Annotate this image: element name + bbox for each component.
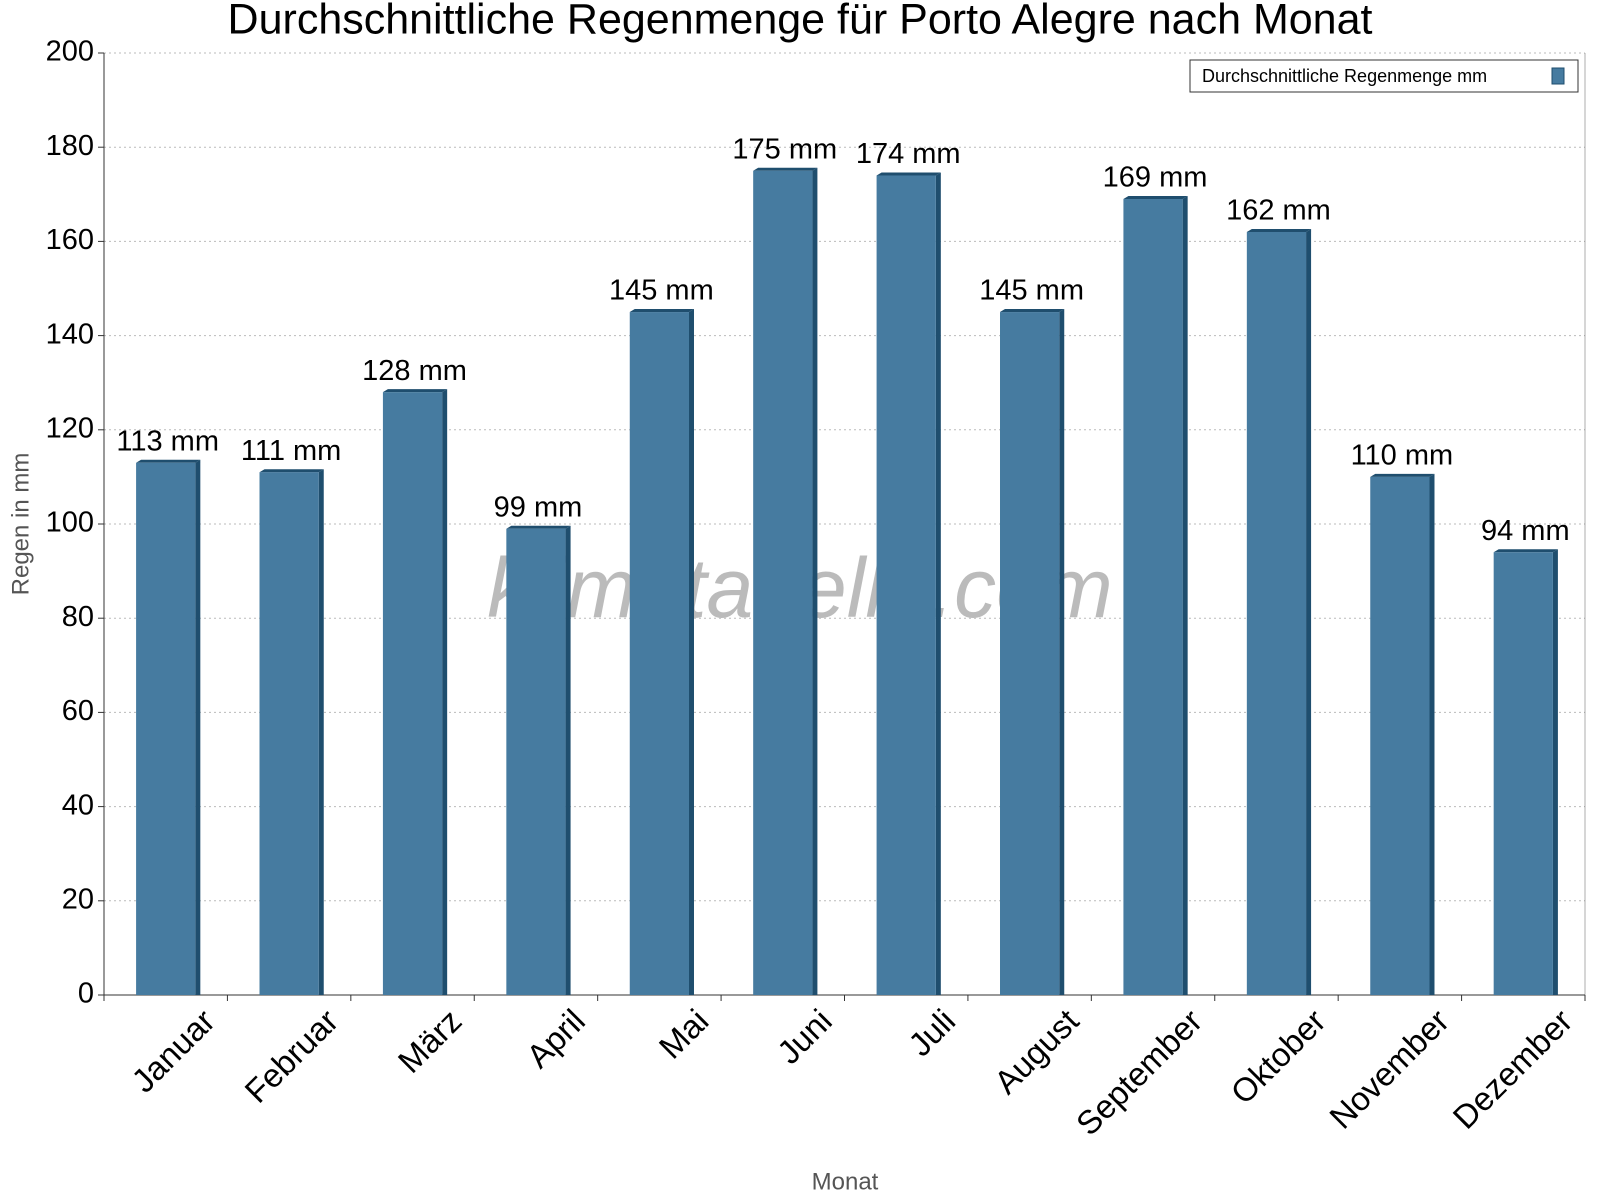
x-tick-label: Mai: [652, 1002, 716, 1066]
data-label: 174 mm: [856, 138, 961, 170]
x-tick-label: Juli: [901, 1002, 962, 1063]
chart-title: Durchschnittliche Regenmenge für Porto A…: [228, 0, 1373, 43]
bar: [1123, 199, 1183, 995]
y-tick-label: 120: [46, 412, 94, 444]
legend-label: Durchschnittliche Regenmenge mm: [1202, 66, 1487, 86]
bar-side: [1429, 473, 1435, 995]
y-tick-label: 0: [78, 978, 94, 1010]
bar-top: [1246, 228, 1312, 232]
legend-swatch: [1551, 67, 1565, 85]
bar: [1246, 231, 1307, 996]
y-tick-label: 40: [62, 789, 94, 821]
bar: [259, 472, 319, 995]
y-tick-label: 80: [62, 601, 94, 633]
bar: [1370, 476, 1430, 995]
data-label: 145 mm: [609, 275, 714, 307]
bar: [506, 528, 566, 995]
data-label: 111 mm: [241, 435, 341, 467]
x-tick-label: September: [1069, 1002, 1209, 1142]
bar-side: [442, 389, 448, 995]
x-tick-label: November: [1322, 1002, 1456, 1136]
x-tick-label: Juni: [770, 1002, 839, 1071]
bar-side: [1552, 549, 1558, 995]
y-tick-label: 200: [46, 36, 94, 68]
data-label: 99 mm: [494, 491, 583, 523]
bar: [1493, 552, 1553, 995]
x-axis-label: Monat: [812, 1168, 879, 1195]
x-tick-label: März: [391, 1002, 469, 1080]
bar-side: [688, 309, 694, 995]
bar-side: [935, 172, 941, 995]
legend: Durchschnittliche Regenmenge mm: [1189, 59, 1579, 93]
bar: [136, 462, 196, 995]
bar-side: [812, 167, 818, 995]
bar: [876, 175, 936, 995]
data-label: 113 mm: [116, 425, 219, 457]
bar: [753, 170, 813, 995]
bar-side: [565, 525, 571, 995]
bar-top: [259, 469, 324, 473]
data-label: 94 mm: [1481, 515, 1570, 547]
bar-side: [1182, 196, 1188, 995]
bar: [1000, 312, 1060, 995]
data-label: 110 mm: [1351, 440, 1454, 472]
bar-side: [195, 459, 201, 995]
y-tick-label: 20: [62, 883, 94, 915]
data-label: 169 mm: [1103, 162, 1208, 194]
y-tick-label: 100: [46, 507, 94, 539]
bar: [382, 392, 443, 995]
x-tick-label: Februar: [237, 1002, 345, 1110]
bar: [629, 312, 689, 995]
x-tick-label: August: [987, 1002, 1086, 1101]
bar-top: [753, 167, 818, 171]
y-tick-label: 140: [46, 318, 94, 350]
bar-top: [136, 459, 201, 463]
bar-top: [1000, 309, 1065, 313]
y-tick-label: 180: [46, 130, 94, 162]
bar-top: [506, 525, 571, 529]
bar-side: [318, 469, 324, 995]
bar-top: [1493, 549, 1558, 553]
bar-top: [1123, 196, 1188, 200]
data-label: 162 mm: [1226, 195, 1331, 227]
bar-top: [382, 389, 448, 393]
y-axis-label: Regen in mm: [7, 453, 34, 596]
bar-side: [1306, 228, 1312, 996]
bar-top: [629, 309, 694, 313]
x-tick-label: Januar: [124, 1002, 222, 1100]
data-label: 145 mm: [979, 275, 1084, 307]
legend-box: [1189, 59, 1579, 93]
bar-top: [1370, 473, 1435, 477]
x-tick-label: Dezember: [1446, 1002, 1580, 1136]
y-tick-label: 160: [46, 224, 94, 256]
bar-top: [876, 172, 941, 176]
data-label: 128 mm: [362, 355, 467, 387]
data-label: 175 mm: [732, 133, 837, 165]
y-tick-label: 60: [62, 695, 94, 727]
bar-side: [1059, 309, 1065, 995]
x-tick-label: Oktober: [1223, 1002, 1332, 1111]
x-tick-label: April: [519, 1002, 592, 1075]
